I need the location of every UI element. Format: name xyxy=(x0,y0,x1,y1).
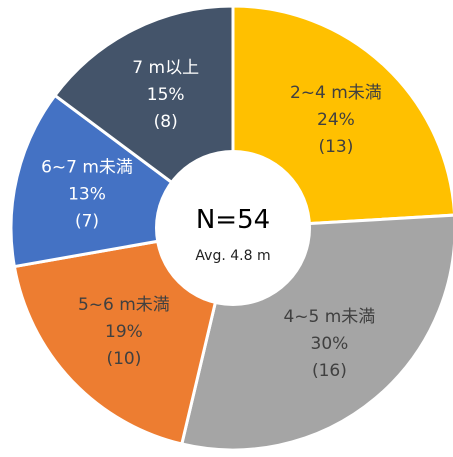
slice-category-label: 5~6 m未満 xyxy=(78,295,170,315)
slice-percent-label: 19% xyxy=(105,322,143,342)
slice-category-label: 4~5 m未満 xyxy=(283,307,375,327)
slice-percent-label: 13% xyxy=(68,184,106,204)
slice-count-label: (8) xyxy=(154,112,178,132)
slice-labels: 2~4 m未満 24% (13) 4~5 m未満 30% (16) 5~6 m未満 19% (1… xyxy=(41,58,382,381)
slice-category-label: 7 m以上 xyxy=(132,58,199,78)
slice-percent-label: 24% xyxy=(317,110,355,130)
center-sublabel: Avg. 4.8 m xyxy=(195,248,270,264)
slice-category-label: 2~4 m未満 xyxy=(290,83,382,103)
slice-count-label: (7) xyxy=(75,211,99,231)
pie-slice xyxy=(231,4,453,230)
slice-category-label: 6~7 m未満 xyxy=(41,157,133,177)
slice-percent-label: 30% xyxy=(311,334,349,354)
slice-count-label: (16) xyxy=(312,361,347,381)
slice-percent-label: 15% xyxy=(147,85,185,105)
slice-count-label: (10) xyxy=(106,349,141,369)
donut-hole xyxy=(155,150,311,306)
center-label: N=54 xyxy=(196,205,270,235)
slice-count-label: (13) xyxy=(318,137,353,157)
